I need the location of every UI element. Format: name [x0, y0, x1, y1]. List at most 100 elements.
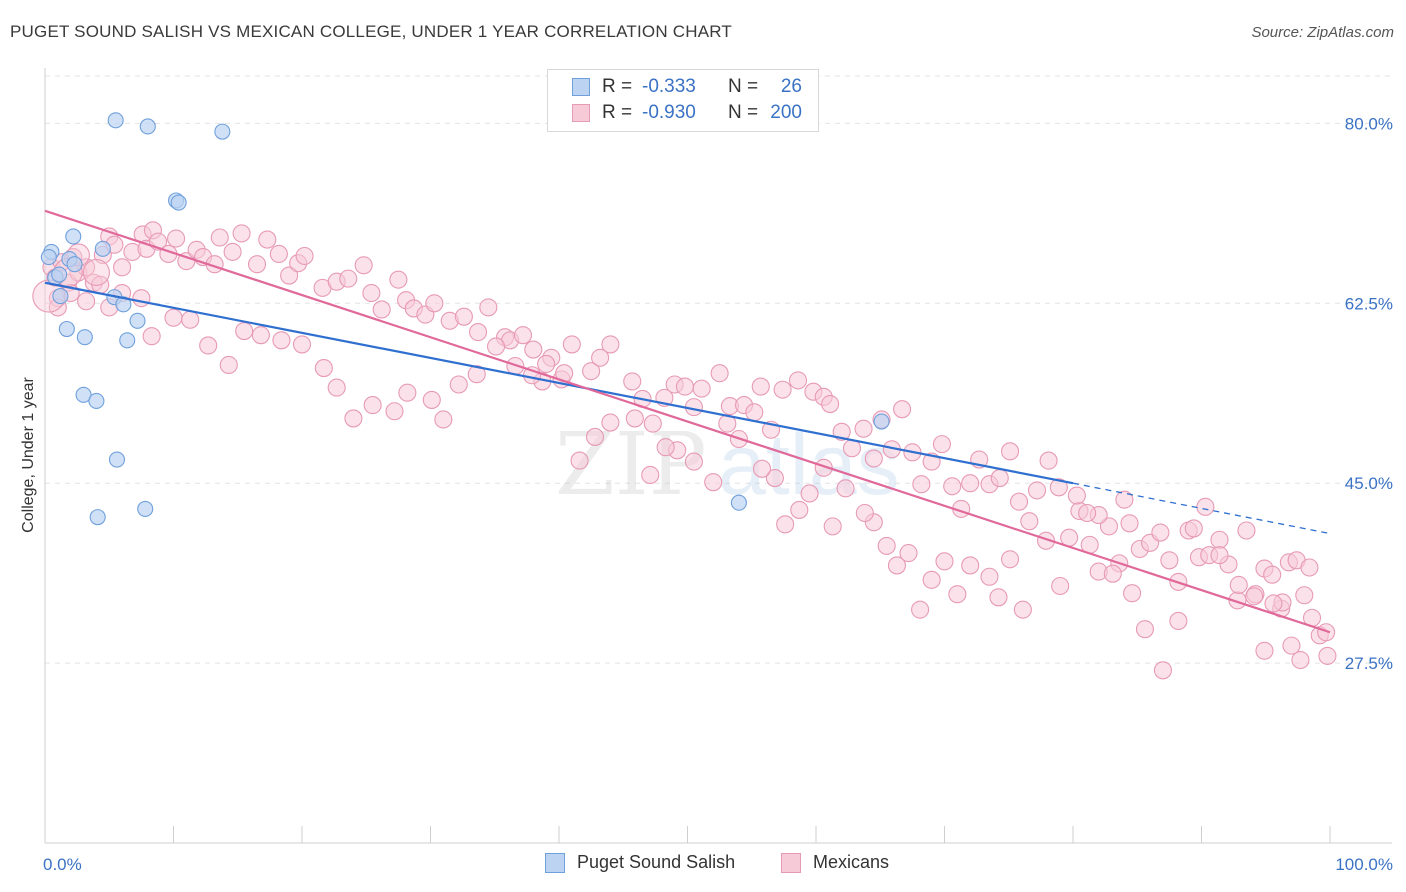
- mexicans-point: [224, 243, 241, 260]
- mexicans-point: [435, 411, 452, 428]
- mexicans-point: [386, 403, 403, 420]
- mexicans-point: [1161, 552, 1178, 569]
- mexicans-point: [399, 384, 416, 401]
- trendlines: [45, 211, 1330, 632]
- mexicans-point: [949, 586, 966, 603]
- mexicans-point: [1246, 588, 1263, 605]
- legend-row-mexicans: R = -0.930 N = 200: [572, 101, 802, 125]
- mexicans-point: [856, 505, 873, 522]
- mexicans-point: [143, 328, 160, 345]
- legend-r-value: -0.333: [642, 76, 728, 98]
- mexicans-point: [1116, 491, 1133, 508]
- bottom-legend-label-mexicans: Mexicans: [813, 852, 889, 873]
- mexicans-point: [1011, 493, 1028, 510]
- mexicans-point: [390, 271, 407, 288]
- mexicans-point: [488, 338, 505, 355]
- mexicans-point: [1197, 498, 1214, 515]
- mexicans-point: [233, 225, 250, 242]
- mexicans-point: [777, 516, 794, 533]
- puget-sound-salish-point: [67, 257, 82, 272]
- mexicans-point: [746, 404, 763, 421]
- mexicans-point: [426, 295, 443, 312]
- puget-sound-salish-point: [95, 241, 110, 256]
- mexicans-point: [644, 415, 661, 432]
- mexicans-point: [888, 557, 905, 574]
- mexicans-point: [626, 410, 643, 427]
- mexicans-point: [1301, 559, 1318, 576]
- mexicans-point: [693, 380, 710, 397]
- mexicans-point: [1154, 662, 1171, 679]
- mexicans-point: [657, 439, 674, 456]
- puget-sound-salish-point: [66, 229, 81, 244]
- bottom-legend-swatch-blue: [545, 853, 565, 873]
- mexicans-point: [962, 557, 979, 574]
- mexicans-point: [1238, 522, 1255, 539]
- puget-sound-salish-point: [120, 333, 135, 348]
- puget-sound-salish-point: [109, 452, 124, 467]
- mexicans-point: [538, 355, 555, 372]
- mexicans-point: [294, 336, 311, 353]
- mexicans-point: [1040, 452, 1057, 469]
- legend-r-label: R =: [602, 102, 642, 124]
- legend-row-puget: R = -0.333 N = 26: [572, 75, 802, 99]
- mexicans-point: [211, 229, 228, 246]
- mexicans-points: [33, 222, 1336, 679]
- legend-r-value: -0.930: [642, 102, 728, 124]
- bottom-legend-puget: Puget Sound Salish: [545, 852, 735, 873]
- mexicans-point: [991, 470, 1008, 487]
- mexicans-point: [1079, 505, 1096, 522]
- mexicans-point: [933, 436, 950, 453]
- mexicans-point: [912, 601, 929, 618]
- mexicans-point: [273, 332, 290, 349]
- legend-swatch-pink: [572, 104, 590, 122]
- legend-swatch-blue: [572, 78, 590, 96]
- mexicans-point: [1170, 612, 1187, 629]
- mexicans-point: [515, 327, 532, 344]
- puget-sound-salish-point: [731, 495, 746, 510]
- mexicans-point: [525, 341, 542, 358]
- mexicans-point: [1104, 565, 1121, 582]
- x-tick-label-start: 0.0%: [43, 855, 82, 874]
- y-tick-label: 45.0%: [1345, 474, 1393, 493]
- puget-sound-salish-point: [77, 330, 92, 345]
- bottom-legend-swatch-pink: [781, 853, 801, 873]
- mexicans-point: [824, 518, 841, 535]
- mexicans-point: [1152, 524, 1169, 541]
- mexicans-point: [602, 336, 619, 353]
- scatter-chart: ZIP atlas 27.5%45.0%62.5%80.0%0.0% 100.0%…: [0, 0, 1406, 892]
- puget-sound-salish-point: [41, 250, 56, 265]
- mexicans-point: [822, 396, 839, 413]
- mexicans-point: [455, 308, 472, 325]
- mexicans-point: [1068, 487, 1085, 504]
- puget-sound-salish-point: [52, 267, 67, 282]
- mexicans-point: [1121, 515, 1138, 532]
- mexicans-point: [774, 381, 791, 398]
- mexicans-point: [711, 365, 728, 382]
- mexicans-point: [1136, 621, 1153, 638]
- legend-n-value: 26: [762, 76, 802, 98]
- mexicans-point: [480, 299, 497, 316]
- mexicans-point: [923, 571, 940, 588]
- mexicans-point: [270, 245, 287, 262]
- mexicans-point: [78, 293, 95, 310]
- mexicans-point: [470, 324, 487, 341]
- mexicans-point: [1230, 576, 1247, 593]
- mexicans-point: [345, 410, 362, 427]
- mexicans-point: [1319, 647, 1336, 664]
- mexicans-point: [249, 256, 266, 273]
- y-axis-label: College, Under 1 year: [20, 377, 37, 533]
- mexicans-point: [990, 589, 1007, 606]
- puget-sound-salish-point: [59, 322, 74, 337]
- mexicans-point: [168, 230, 185, 247]
- mexicans-point: [1185, 520, 1202, 537]
- mexicans-point: [220, 356, 237, 373]
- mexicans-point: [340, 270, 357, 287]
- y-tick-label: 27.5%: [1345, 654, 1393, 673]
- puget-sound-salish-point: [130, 313, 145, 328]
- mexicans-point: [1211, 531, 1228, 548]
- mexicans-point: [236, 323, 253, 340]
- mexicans-point: [676, 378, 693, 395]
- mexicans-point: [450, 376, 467, 393]
- mexicans-point: [252, 327, 269, 344]
- mexicans-point: [1021, 513, 1038, 530]
